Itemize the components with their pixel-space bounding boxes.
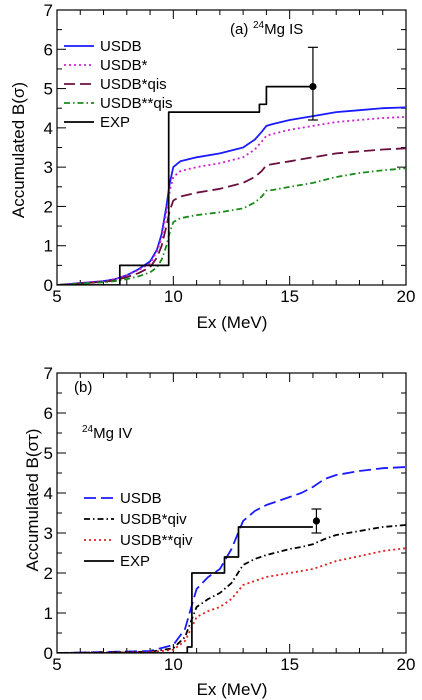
y-tick-label: 3 <box>44 158 53 177</box>
panel-b-annotation-main: Mg IV <box>93 425 132 442</box>
panel-b-annotation-sup: 24 <box>82 424 94 435</box>
legend-label: USDB**qis <box>100 95 173 112</box>
legend-label: USDB* <box>100 57 148 74</box>
panel-a-label: (a) <box>230 21 248 38</box>
panel-b-ylabel: Accumulated B(στ) <box>23 429 42 572</box>
y-tick-label: 6 <box>44 40 53 59</box>
x-tick-label: 10 <box>164 655 183 674</box>
panel-b-annotation: 24Mg IV <box>82 424 132 442</box>
panel-b-legend: USDB USDB*qiv USDB**qiv EXP <box>84 490 193 570</box>
panel-b-plot-area: 5 10 15 20 0 1 2 3 4 5 6 7 <box>44 364 416 674</box>
panel-a-xlabel: Ex (MeV) <box>197 313 268 332</box>
x-tick-label: 15 <box>280 287 299 306</box>
legend-label: USDB**qiv <box>120 532 193 549</box>
series-line-usdbstar <box>57 116 406 285</box>
y-tick-label: 6 <box>44 404 53 423</box>
x-tick-label: 15 <box>280 655 299 674</box>
y-tick-label: 5 <box>44 444 53 463</box>
y-tick-label: 7 <box>44 364 53 383</box>
y-tick-label: 1 <box>44 237 53 256</box>
y-tick-label: 1 <box>44 604 53 623</box>
y-tick-label: 3 <box>44 524 53 543</box>
y-tick-label: 2 <box>44 197 53 216</box>
panel-a-annotation: 24Mg IS <box>253 20 303 38</box>
y-tick-label: 0 <box>44 276 53 295</box>
legend-label: USDB*qis <box>100 76 167 93</box>
y-tick-label: 7 <box>44 1 53 20</box>
legend-label: USDB*qiv <box>120 511 187 528</box>
panel-b: Accumulated B(στ) Ex (MeV) (b) 24Mg IV 5… <box>23 364 415 699</box>
legend-label: USDB <box>100 38 142 55</box>
y-tick-label: 5 <box>44 80 53 99</box>
x-tick-label: 20 <box>397 287 416 306</box>
data-point <box>312 517 321 525</box>
x-tick-label: 20 <box>397 655 416 674</box>
series-line-usdbstarstarqiv <box>57 547 406 653</box>
panel-a-ylabel: Accumulated B(σ) <box>9 82 28 218</box>
panel-b-label: (b) <box>74 379 92 396</box>
series-line-usdbstarstarqis <box>57 167 406 285</box>
series-line-usdb <box>57 466 406 653</box>
y-tick-label: 4 <box>44 119 53 138</box>
series-line-usdbstarqis <box>57 147 406 285</box>
series-line-exp <box>57 526 313 653</box>
series-line-usdbstarqiv <box>57 524 406 653</box>
panel-a-legend: USDB USDB* USDB*qis USDB**qis EXP <box>64 38 173 131</box>
panel-b-xlabel: Ex (MeV) <box>197 680 268 699</box>
legend-label: EXP <box>120 553 150 570</box>
x-tick-label: 5 <box>52 655 61 674</box>
x-tick-label: 5 <box>52 287 61 306</box>
panel-a-annotation-main: Mg IS <box>264 21 303 38</box>
y-tick-label: 2 <box>44 564 53 583</box>
x-tick-label: 10 <box>164 287 183 306</box>
panel-a-annotation-sup: 24 <box>253 20 265 31</box>
y-tick-label: 4 <box>44 484 53 503</box>
data-point <box>309 83 317 91</box>
panel-b-frame <box>56 372 407 654</box>
panel-a-plot-area: 5 10 15 20 0 1 2 3 4 5 6 7 <box>44 1 416 306</box>
legend-label: USDB <box>120 490 162 507</box>
series-line-exp <box>57 85 313 285</box>
legend-label: EXP <box>100 114 130 131</box>
series-line-usdb <box>57 106 406 285</box>
y-tick-label: 0 <box>44 644 53 663</box>
